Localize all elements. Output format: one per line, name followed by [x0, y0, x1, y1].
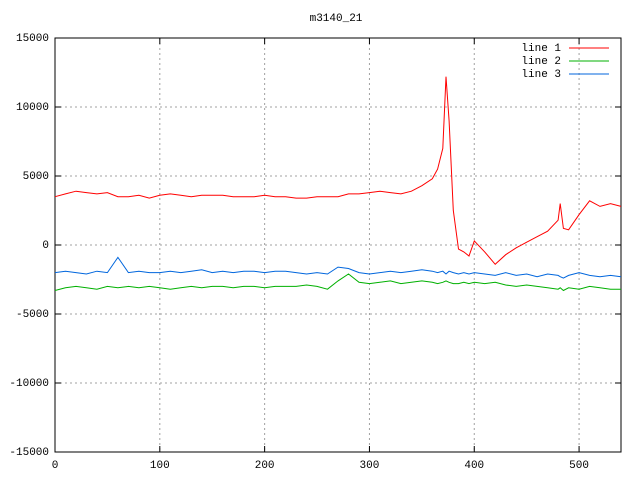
- line-series: [54, 76, 622, 266]
- line-series: [54, 273, 621, 292]
- legend-label: line 1: [521, 43, 561, 55]
- y-tick-label: 5000: [23, 171, 49, 183]
- legend-label: line 2: [521, 56, 561, 68]
- x-tick-label: 200: [255, 460, 275, 472]
- x-tick-label: 300: [360, 460, 380, 472]
- y-tick-label: 10000: [16, 102, 49, 114]
- legend-label: line 3: [521, 69, 561, 81]
- line-series: [54, 256, 622, 279]
- chart-title: m3140_21: [310, 13, 363, 25]
- y-tick-label: 15000: [16, 33, 49, 45]
- x-tick-label: 100: [150, 460, 170, 472]
- x-tick-label: 400: [464, 460, 484, 472]
- y-tick-label: -10000: [9, 378, 49, 390]
- x-tick-label: 500: [569, 460, 589, 472]
- x-tick-label: 0: [52, 460, 59, 472]
- y-tick-label: 0: [42, 240, 49, 252]
- plot-border: [54, 37, 622, 453]
- y-tick-label: -15000: [9, 447, 49, 459]
- y-tick-label: -5000: [16, 309, 49, 321]
